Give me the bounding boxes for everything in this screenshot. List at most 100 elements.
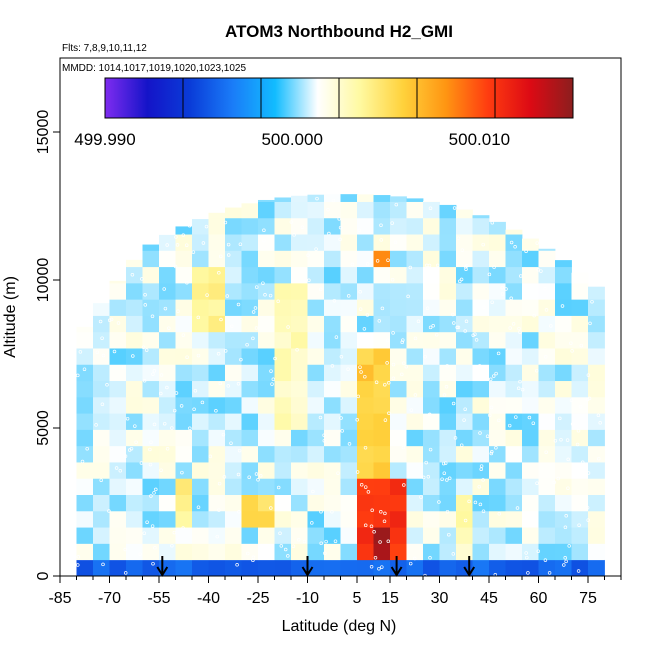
sample-marker bbox=[192, 407, 196, 412]
heat-cell bbox=[538, 380, 556, 398]
sample-marker bbox=[196, 353, 201, 358]
heat-cell bbox=[472, 217, 490, 235]
sample-marker bbox=[142, 378, 147, 383]
sample-marker bbox=[456, 325, 461, 330]
heat-cell bbox=[258, 462, 275, 479]
heat-cell bbox=[406, 396, 424, 414]
heat-cell bbox=[109, 348, 127, 365]
sample-marker bbox=[98, 319, 103, 324]
heat-cell bbox=[373, 445, 391, 463]
heat-cell bbox=[241, 348, 259, 365]
sample-marker bbox=[100, 336, 104, 340]
heat-cell bbox=[588, 348, 605, 365]
sample-marker bbox=[363, 523, 368, 528]
sample-marker bbox=[586, 471, 591, 475]
heat-cell bbox=[357, 348, 374, 365]
heat-cell bbox=[439, 494, 457, 512]
heat-cell bbox=[208, 396, 226, 414]
sample-marker bbox=[416, 319, 421, 324]
heat-cell bbox=[142, 494, 160, 512]
heat-cell bbox=[93, 331, 110, 349]
heat-cell bbox=[472, 215, 490, 219]
sample-marker bbox=[346, 294, 351, 298]
heat-cell bbox=[406, 559, 424, 577]
heat-cell bbox=[159, 348, 176, 365]
heat-cell bbox=[505, 429, 523, 447]
sample-marker bbox=[440, 477, 444, 481]
heat-cell bbox=[505, 250, 523, 268]
heat-cell bbox=[357, 364, 374, 382]
sample-marker bbox=[201, 241, 206, 245]
sample-marker bbox=[532, 313, 536, 318]
heat-cell bbox=[324, 478, 341, 495]
heat-cell bbox=[406, 527, 424, 544]
sample-marker bbox=[524, 551, 528, 555]
heat-cell bbox=[291, 396, 308, 414]
heat-cell bbox=[588, 494, 605, 512]
heat-cell bbox=[406, 445, 424, 463]
heat-cell bbox=[76, 429, 94, 447]
sample-marker bbox=[517, 326, 521, 331]
heat-cell bbox=[274, 543, 292, 561]
heat-cell bbox=[489, 315, 506, 333]
x-tick-label: -25 bbox=[246, 590, 269, 607]
heat-cell bbox=[505, 234, 523, 251]
sample-marker bbox=[485, 434, 490, 438]
sample-marker bbox=[358, 365, 362, 369]
heat-cell bbox=[241, 331, 259, 349]
heat-cell bbox=[423, 462, 440, 479]
sample-marker bbox=[235, 563, 239, 567]
sample-marker bbox=[76, 563, 80, 567]
sample-marker bbox=[94, 423, 98, 427]
sample-marker bbox=[377, 566, 381, 571]
heat-cell bbox=[588, 380, 605, 398]
heat-cell bbox=[241, 429, 259, 447]
sample-marker bbox=[460, 248, 465, 252]
x-tick-label: 15 bbox=[381, 590, 399, 607]
sample-marker bbox=[101, 353, 106, 358]
sample-marker bbox=[524, 249, 528, 253]
sample-marker bbox=[109, 317, 114, 322]
sample-marker bbox=[597, 456, 601, 461]
sample-marker bbox=[520, 387, 525, 392]
sample-marker bbox=[576, 569, 581, 573]
heat-cell bbox=[76, 396, 94, 414]
heat-cell bbox=[373, 429, 391, 447]
heat-cell bbox=[76, 380, 94, 398]
sample-marker bbox=[509, 296, 513, 301]
sample-marker bbox=[560, 304, 565, 308]
heat-cell bbox=[175, 527, 193, 544]
sample-marker bbox=[441, 461, 446, 466]
heat-cell bbox=[456, 445, 473, 463]
sample-marker bbox=[174, 391, 179, 395]
heat-cell bbox=[208, 234, 226, 251]
sample-marker bbox=[567, 544, 571, 548]
heat-cell bbox=[472, 348, 490, 365]
heat-cell bbox=[159, 413, 176, 430]
heat-cell bbox=[258, 364, 275, 382]
sample-marker bbox=[159, 468, 163, 472]
sample-marker bbox=[423, 354, 428, 359]
heat-cell bbox=[406, 494, 424, 512]
heat-cell bbox=[324, 559, 341, 577]
sample-marker bbox=[401, 445, 406, 450]
heat-cell bbox=[324, 194, 341, 202]
heat-cell bbox=[373, 413, 391, 430]
y-axis-label: Altitude (m) bbox=[2, 276, 19, 358]
heat-cell bbox=[390, 299, 407, 316]
heat-cell bbox=[225, 413, 242, 430]
heat-cell bbox=[406, 282, 424, 300]
heat-cell bbox=[588, 413, 605, 430]
sample-marker bbox=[471, 333, 475, 337]
sample-marker bbox=[159, 373, 164, 377]
sample-marker bbox=[452, 321, 456, 325]
heat-cell bbox=[109, 331, 127, 349]
heat-cell bbox=[406, 266, 424, 284]
colorbar-tick-label: 500.010 bbox=[449, 130, 510, 149]
sample-marker bbox=[149, 440, 153, 444]
heat-cell bbox=[324, 364, 341, 382]
heat-cell bbox=[505, 462, 523, 479]
heat-cell bbox=[274, 396, 292, 414]
sample-marker bbox=[402, 361, 406, 366]
heat-cell bbox=[307, 380, 325, 398]
